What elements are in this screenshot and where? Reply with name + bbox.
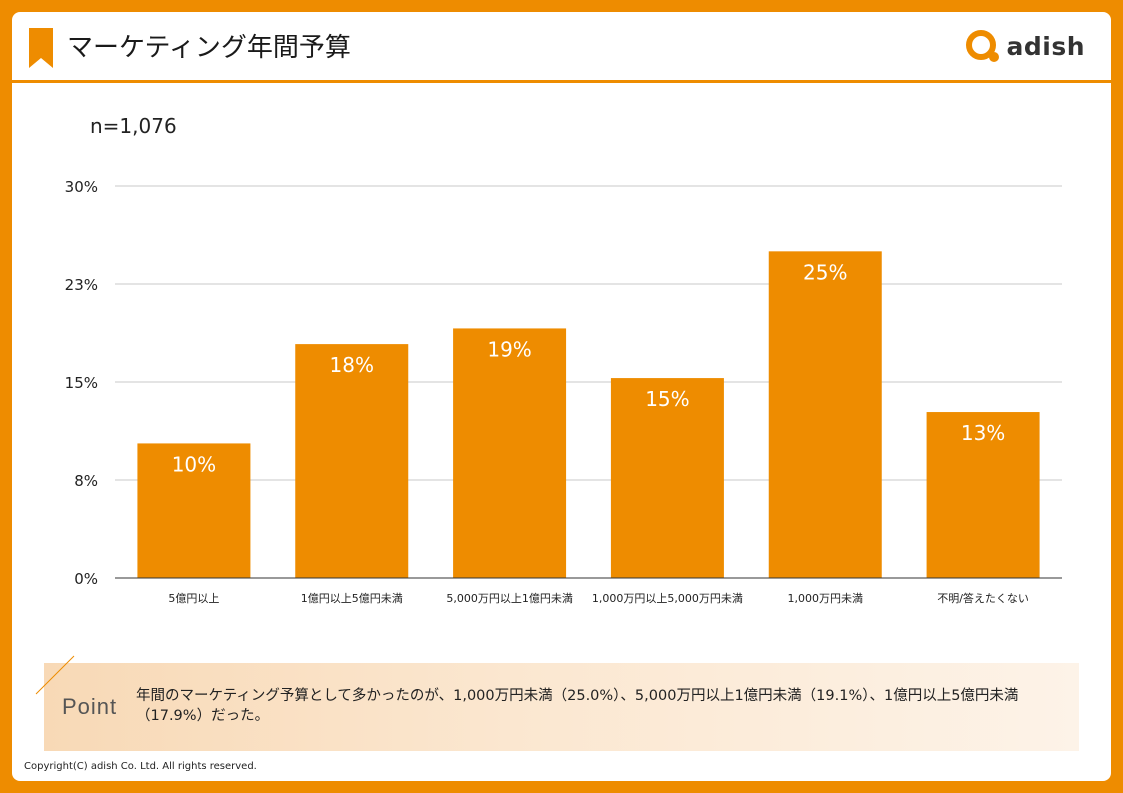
point-box bbox=[44, 663, 1079, 751]
y-tick-label: 23% bbox=[65, 276, 98, 294]
x-tick-label: 1,000万円以上5,000万円未満 bbox=[592, 592, 743, 605]
y-tick-label: 15% bbox=[65, 374, 98, 392]
bookmark-icon bbox=[29, 28, 53, 68]
bar-chart: 0% 8% 15% 23% 30% 10% 5億円以上 18% 1億円以上5億円未満 19% 5,0… bbox=[65, 178, 1062, 605]
x-tick-label: 5億円以上 bbox=[168, 592, 219, 605]
logo-mark-icon bbox=[966, 30, 1000, 62]
slide-header: マーケティング年間予算 adish bbox=[12, 12, 1111, 83]
bar bbox=[768, 251, 882, 579]
bar bbox=[453, 328, 567, 578]
x-tick-label: 5,000万円以上1億円未満 bbox=[446, 592, 573, 605]
bar bbox=[926, 412, 1040, 578]
sample-size-label: n=1,076 bbox=[90, 114, 177, 138]
adish-logo: adish bbox=[965, 28, 1085, 64]
copyright-text: Copyright(C) adish Co. Ltd. All rights r… bbox=[24, 761, 257, 772]
x-tick-label: 1億円以上5億円未満 bbox=[301, 592, 403, 605]
y-tick-label: 30% bbox=[65, 178, 98, 196]
data-label: 25% bbox=[803, 260, 847, 284]
data-label: 18% bbox=[330, 353, 374, 377]
data-label: 10% bbox=[172, 452, 216, 476]
data-label: 13% bbox=[961, 421, 1005, 445]
y-tick-label: 8% bbox=[74, 472, 98, 490]
point-slash-decoration bbox=[35, 655, 75, 695]
logo-text: adish bbox=[1006, 31, 1085, 61]
data-label: 19% bbox=[487, 337, 531, 361]
bar bbox=[610, 378, 724, 578]
x-tick-label: 1,000万円未満 bbox=[788, 592, 864, 605]
y-tick-label: 0% bbox=[74, 570, 98, 588]
point-label: Point bbox=[62, 694, 118, 719]
x-tick-label: 不明/答えたくない bbox=[937, 591, 1029, 605]
point-summary-text: 年間のマーケティング予算として多かったのが、1,000万円未満（25.0%）、5… bbox=[136, 688, 1019, 724]
page-title: マーケティング年間予算 bbox=[67, 33, 351, 63]
slide-card: マーケティング年間予算 adish n=1,076 0% 8% 15% 23% 30% 1… bbox=[12, 12, 1111, 781]
bar bbox=[295, 344, 409, 578]
bar bbox=[137, 443, 251, 578]
data-label: 15% bbox=[645, 387, 689, 411]
